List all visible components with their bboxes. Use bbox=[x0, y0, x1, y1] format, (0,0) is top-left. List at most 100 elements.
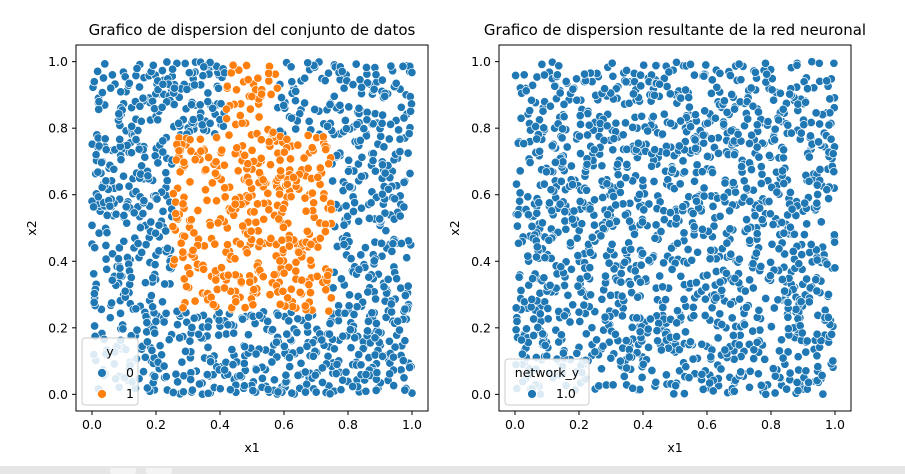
data-point-class-1 bbox=[224, 130, 234, 140]
data-point-class-0 bbox=[239, 381, 249, 391]
data-point-prediction bbox=[651, 377, 661, 387]
data-point-prediction bbox=[752, 120, 762, 130]
data-point-prediction bbox=[569, 206, 579, 216]
data-point-class-0 bbox=[300, 98, 310, 108]
data-point-prediction bbox=[786, 128, 796, 138]
data-point-class-1 bbox=[299, 153, 309, 163]
data-point-class-0 bbox=[101, 254, 111, 264]
data-point-class-0 bbox=[102, 228, 112, 238]
data-point-prediction bbox=[674, 141, 684, 151]
data-point-prediction bbox=[604, 219, 615, 229]
data-point-prediction bbox=[699, 138, 709, 148]
data-point-class-0 bbox=[173, 377, 183, 387]
data-point-prediction bbox=[611, 118, 621, 128]
data-point-class-0 bbox=[329, 91, 339, 101]
data-point-class-1 bbox=[235, 110, 245, 121]
data-point-prediction bbox=[645, 314, 655, 324]
data-point-prediction bbox=[728, 178, 738, 188]
data-point-class-1 bbox=[181, 281, 192, 292]
data-point-prediction bbox=[725, 206, 735, 216]
data-point-prediction bbox=[647, 161, 657, 171]
data-point-prediction bbox=[702, 151, 713, 161]
toolbar-chip bbox=[110, 468, 136, 474]
data-point-prediction bbox=[587, 323, 597, 333]
data-point-class-0 bbox=[352, 302, 362, 312]
data-point-prediction bbox=[699, 183, 709, 193]
data-point-prediction bbox=[671, 57, 682, 67]
data-point-class-1 bbox=[249, 207, 259, 217]
data-point-prediction bbox=[639, 205, 649, 215]
data-point-prediction bbox=[715, 277, 725, 287]
data-point-class-0 bbox=[131, 135, 141, 145]
data-point-prediction bbox=[587, 232, 597, 242]
data-point-class-0 bbox=[308, 351, 318, 361]
data-point-prediction bbox=[667, 165, 677, 175]
data-point-prediction bbox=[556, 176, 566, 186]
data-point-prediction bbox=[579, 300, 589, 310]
data-point-prediction bbox=[608, 71, 618, 81]
data-point-prediction bbox=[729, 386, 739, 396]
data-point-prediction bbox=[622, 363, 632, 373]
data-point-class-0 bbox=[138, 209, 148, 219]
status-bar bbox=[0, 466, 905, 474]
x-tick-label: 0.8 bbox=[338, 417, 358, 432]
data-point-class-0 bbox=[370, 109, 380, 119]
data-point-class-0 bbox=[377, 189, 387, 199]
data-point-class-0 bbox=[106, 83, 116, 93]
data-point-prediction bbox=[749, 345, 759, 355]
data-point-class-1 bbox=[204, 152, 214, 163]
data-point-prediction bbox=[706, 88, 716, 98]
data-point-prediction bbox=[637, 111, 647, 121]
data-point-class-0 bbox=[390, 194, 400, 204]
data-point-prediction bbox=[534, 115, 545, 125]
data-point-prediction bbox=[778, 104, 788, 114]
data-point-class-0 bbox=[139, 196, 149, 206]
data-point-prediction bbox=[636, 81, 646, 91]
data-point-class-0 bbox=[370, 350, 380, 360]
data-point-prediction bbox=[800, 198, 810, 208]
data-point-class-0 bbox=[87, 220, 97, 230]
data-point-prediction bbox=[813, 362, 823, 372]
data-point-class-1 bbox=[265, 290, 275, 300]
data-point-class-1 bbox=[252, 199, 263, 209]
data-point-prediction bbox=[658, 302, 668, 313]
data-point-prediction bbox=[582, 271, 592, 281]
data-point-class-0 bbox=[89, 202, 99, 212]
data-point-class-0 bbox=[198, 71, 208, 81]
data-point-prediction bbox=[721, 268, 731, 278]
data-point-class-0 bbox=[344, 102, 354, 112]
data-point-prediction bbox=[812, 329, 822, 339]
data-point-prediction bbox=[730, 187, 741, 197]
data-point-class-1 bbox=[279, 147, 289, 157]
data-point-prediction bbox=[701, 282, 711, 292]
data-point-prediction bbox=[690, 110, 701, 120]
data-point-prediction bbox=[822, 259, 832, 269]
data-point-prediction bbox=[545, 280, 555, 290]
data-point-class-1 bbox=[222, 240, 233, 250]
data-point-class-0 bbox=[124, 78, 134, 88]
y-tick-label: 0.0 bbox=[48, 387, 68, 402]
data-point-class-0 bbox=[155, 341, 165, 351]
data-point-prediction bbox=[615, 179, 625, 189]
data-point-prediction bbox=[537, 59, 547, 69]
data-point-prediction bbox=[606, 353, 616, 363]
x-tick-label: 0.0 bbox=[505, 417, 525, 432]
data-point-prediction bbox=[628, 122, 638, 132]
data-point-class-0 bbox=[386, 119, 396, 129]
data-point-class-0 bbox=[344, 290, 355, 300]
data-point-prediction bbox=[596, 231, 606, 241]
data-point-prediction bbox=[666, 243, 677, 253]
data-point-class-0 bbox=[389, 381, 399, 391]
data-point-class-0 bbox=[341, 367, 351, 377]
data-point-class-0 bbox=[363, 287, 373, 297]
data-point-class-0 bbox=[400, 336, 410, 346]
data-point-prediction bbox=[708, 201, 718, 211]
data-point-class-0 bbox=[115, 134, 125, 144]
y-axis-ticks: 0.0 0.2 0.4 0.6 0.8 1.0 bbox=[48, 54, 76, 402]
data-point-prediction bbox=[602, 179, 612, 189]
data-point-prediction bbox=[598, 341, 608, 351]
data-point-prediction bbox=[643, 126, 653, 136]
data-point-class-0 bbox=[356, 250, 366, 260]
data-point-prediction bbox=[633, 138, 643, 148]
data-point-prediction bbox=[752, 142, 762, 152]
